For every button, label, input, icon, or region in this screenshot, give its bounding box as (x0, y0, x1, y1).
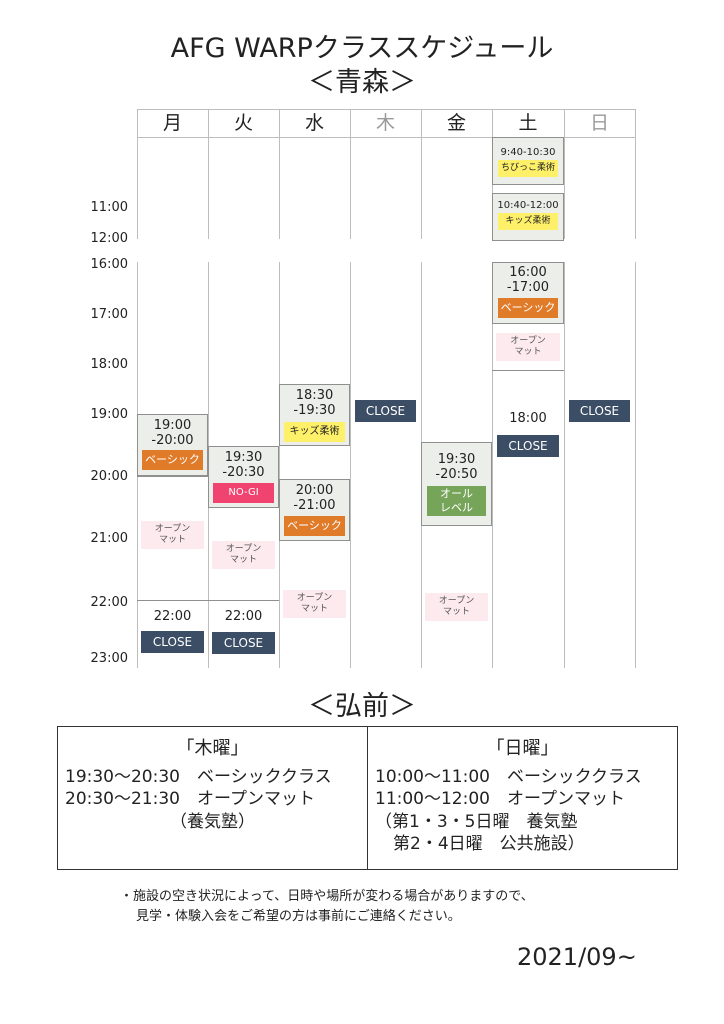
close-tag-thursday: CLOSE (355, 400, 416, 422)
grid-line (279, 109, 280, 239)
grid-top-line (137, 109, 635, 110)
day-saturday: 土 (518, 112, 538, 134)
grid-line (492, 370, 564, 371)
hirosaki-thursday: 「木曜」 19:30～20:30 ベーシッククラス 20:30～21:30 オー… (58, 727, 367, 869)
class-tag-basic: ベーシック (498, 298, 558, 318)
grid-line (279, 262, 280, 668)
class-tag-nogi: NO-GI (213, 483, 274, 503)
day-friday: 金 (446, 112, 466, 134)
note-line: 見学・体験入会をご希望の方は事前にご連絡ください。 (136, 909, 461, 924)
effective-date: 2021/09~ (517, 943, 637, 971)
close-time: 22:00 (153, 609, 192, 624)
time-label: 19:00 (90, 407, 128, 422)
day-sunday: 日 (589, 112, 609, 134)
note-line: ・施設の空き状況によって、日時や場所が変わる場合がありますので、 (120, 889, 534, 904)
class-tag-kids: キッズ柔術 (498, 213, 558, 230)
thursday-note: （養気塾） (170, 812, 255, 832)
thursday-line: 19:30～20:30 ベーシッククラス (65, 767, 332, 787)
sunday-note: 第2・4日曜 公共施設） (393, 834, 585, 854)
class-time: 18:30 -19:30 (293, 388, 336, 418)
day-thursday: 木 (375, 112, 395, 134)
sunday-line: 10:00～11:00 ベーシッククラス (375, 767, 642, 787)
grid-line (350, 262, 351, 668)
class-tag-basic: ベーシック (284, 516, 345, 536)
class-time: 9:40-10:30 (500, 147, 556, 158)
time-label: 17:00 (90, 307, 128, 322)
open-mat-tag: オープン マット (283, 590, 346, 618)
sunday-note: （第1・3・5日曜 養気塾 (375, 812, 578, 832)
close-tag: CLOSE (497, 435, 559, 457)
grid-line (137, 476, 208, 477)
class-time: 10:40-12:00 (497, 200, 559, 211)
region-title-hirosaki: ＜弘前＞ (308, 691, 416, 722)
hirosaki-sunday: 「日曜」 10:00～11:00 ベーシッククラス 11:00～12:00 オー… (368, 727, 677, 869)
day-monday: 月 (162, 112, 182, 134)
class-time: 20:00 -21:00 (293, 483, 336, 513)
grid-line (635, 109, 636, 239)
class-tag-all-level: オール レベル (427, 486, 486, 516)
grid-line (208, 600, 279, 601)
class-time: 19:30 -20:30 (222, 450, 265, 480)
class-time: 19:00 -20:00 (151, 418, 194, 448)
class-tag-basic: ベーシック (142, 450, 203, 470)
time-label: 22:00 (90, 595, 128, 610)
page-title: AFG WARPクラススケジュール (170, 33, 554, 64)
grid-header-line (137, 137, 635, 138)
close-time: 18:00 (509, 411, 547, 426)
grid-line (208, 109, 209, 239)
class-time: 19:30 -20:50 (435, 452, 478, 482)
day-tuesday: 火 (233, 112, 253, 134)
time-label: 21:00 (90, 531, 128, 546)
close-tag-sunday: CLOSE (569, 400, 630, 422)
time-label: 20:00 (90, 469, 128, 484)
close-tag: CLOSE (141, 631, 204, 653)
grid-line (564, 109, 565, 239)
time-label: 18:00 (90, 357, 128, 372)
thursday-heading: 「木曜」 (176, 738, 249, 759)
class-tag-kids: キッズ柔術 (284, 422, 345, 442)
grid-line (421, 109, 422, 239)
day-wednesday: 水 (304, 112, 324, 134)
class-tag-chibikko: ちびっこ柔術 (498, 160, 558, 177)
close-time: 22:00 (224, 609, 263, 624)
open-mat-tag: オープン マット (212, 541, 275, 569)
time-label: 16:00 (90, 257, 128, 272)
open-mat-tag: オープン マット (496, 333, 560, 361)
region-title-aomori: ＜青森＞ (308, 67, 416, 98)
sunday-line: 11:00～12:00 オープンマット (375, 789, 625, 809)
grid-line (350, 109, 351, 239)
grid-line (635, 262, 636, 668)
table-divider (367, 727, 368, 869)
open-mat-tag: オープン マット (425, 593, 488, 621)
time-label: 23:00 (90, 651, 128, 666)
thursday-line: 20:30～21:30 オープンマット (65, 789, 315, 809)
time-label: 12:00 (90, 231, 128, 246)
grid-line (137, 600, 208, 601)
grid-line (492, 262, 493, 668)
time-label: 11:00 (90, 200, 128, 215)
close-tag: CLOSE (212, 632, 275, 654)
open-mat-tag: オープン マット (141, 521, 204, 549)
grid-line (137, 109, 138, 239)
sunday-heading: 「日曜」 (486, 738, 559, 759)
hirosaki-schedule-table: 「木曜」 19:30～20:30 ベーシッククラス 20:30～21:30 オー… (57, 726, 678, 870)
grid-line (564, 262, 565, 668)
class-time: 16:00 -17:00 (506, 265, 550, 295)
